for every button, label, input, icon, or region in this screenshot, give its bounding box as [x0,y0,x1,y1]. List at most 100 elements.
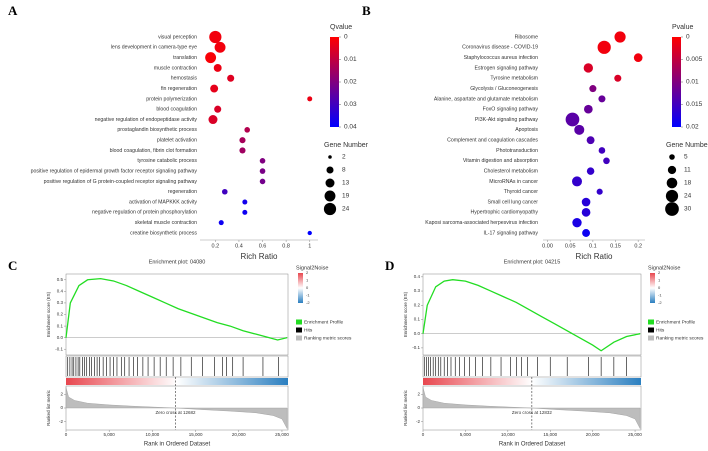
x-tick-label: 0.00 [542,243,553,249]
size-legend-mark [666,177,678,189]
bubble [259,157,266,164]
category-label: muscle contraction [154,65,197,71]
x-tick-label: 0.2 [212,243,220,249]
hits-frame [422,355,642,378]
colorbar [672,37,681,127]
size-legend-mark [326,166,334,174]
category-label: visual perception [158,34,197,40]
bubble [614,74,622,82]
category-label: FoxO signaling pathway [483,107,539,113]
bubble [572,218,582,228]
colorbar-tick-label: 2 [658,270,661,275]
size-legend-label: 2 [342,154,346,161]
zero-cross-label: Zero cross at 12682 [156,410,197,415]
bubble [242,199,248,205]
legend-swatch [296,335,302,341]
bubble [598,95,606,103]
hits-frame [65,355,289,378]
chart-title: Enrichment plot: 04215 [504,259,561,265]
size-legend-title: Gene Number [666,142,708,149]
size-legend-label: 24 [342,206,350,213]
size-legend-mark [328,155,332,159]
size-legend-label: 11 [684,167,691,174]
x-tick-label: 25,000 [628,432,642,437]
category-label: Staphylococcus aureus infection [464,55,539,61]
bubble [614,31,626,43]
colorbar-tick-label: 0 [306,285,309,290]
x-tick-label: 0.2 [634,243,642,249]
y-tick-label: 0.5 [57,277,64,282]
x-tick-label: 0.8 [282,243,290,249]
x-tick-label: 0.05 [565,243,576,249]
category-label: translation [173,55,197,61]
category-label: prostaglandin biosynthetic process [117,127,197,133]
bubble [598,147,606,154]
y-tick-label: 0.0 [57,335,64,340]
bubble [214,41,226,53]
category-label: Kaposi sarcoma-associated herpesvirus in… [425,220,538,226]
legend-label: Hits [656,327,665,333]
colorbar [298,273,303,303]
colorbar-tick-label: 0.02 [344,79,357,86]
category-label: MicroRNAs in cancer [489,179,538,185]
colorbar-tick-label: 0.03 [344,101,357,108]
size-legend-mark [669,154,675,160]
x-axis-label: Rank in Ordered Dataset [144,442,211,448]
y-tick-label: 0.1 [414,317,421,322]
category-label: Apoptosis [515,127,538,133]
bubble [205,52,217,64]
y-tick-label: 0.3 [414,288,421,293]
metric-y-tick-label: -2 [59,419,63,424]
colorbar-tick-label: -1 [306,293,310,298]
x-tick-label: 15,000 [543,432,557,437]
size-legend-label: 13 [342,180,350,187]
bubble [227,74,235,82]
bubble [582,229,591,237]
panel-letter: A [8,3,18,18]
category-label: Small cell lung cancer [488,199,539,205]
metric-y-axis-label: Ranked list metric [403,389,408,426]
bubble [259,178,266,185]
colorbar-title: Pvalue [672,24,694,31]
bubble [239,147,246,154]
y-tick-label: 0.1 [57,323,64,328]
x-tick-label: 0 [422,432,425,437]
size-legend-mark [324,190,336,202]
colorbar-tick-label: 0 [658,285,661,290]
category-label: IL-17 signaling pathway [483,230,538,236]
bubble [572,176,582,187]
colorbar-tick-label: 0.01 [344,56,357,63]
colorbar-tick-label: 0.01 [686,79,699,86]
category-label: creatine biosynthetic process [130,230,197,236]
x-tick-label: 20,000 [232,432,246,437]
category-label: Glycolysis / Gluconeogenesis [470,86,538,92]
colorbar-tick-label: 0 [344,34,348,41]
y-tick-label: 0.4 [57,289,64,294]
bubble [210,84,219,93]
bubble [633,53,643,62]
category-label: regeneration [168,189,197,195]
category-label: Coronavirus disease - COVID-19 [462,45,538,51]
category-label: Hypertrophic cardiomyopathy [471,210,539,216]
x-tick-label: 1 [308,243,311,249]
size-legend-title: Gene Number [324,142,369,149]
colorbar [330,37,339,127]
category-label: blood coagulation [156,107,197,113]
category-label: activation of MAPKKK activity [129,199,197,205]
legend-label: Enrichment Profile [304,319,344,325]
colorbar-title: Signal2Noise [648,265,680,271]
colorbar-tick-label: -2 [306,300,310,305]
colorbar-tick-label: -1 [658,293,662,298]
category-label: Ribosome [515,34,538,40]
metric-y-tick-label: 2 [417,391,420,396]
category-label: Phototransduction [496,148,538,154]
category-label: blood coagulation, fibrin clot formation [110,148,197,154]
panel-letter: D [385,258,394,273]
category-label: lens development in camera-type eye [111,45,197,51]
size-legend-mark [667,165,677,175]
size-legend-mark [665,202,679,216]
y-tick-label: 0.2 [57,312,64,317]
category-label: Alanine, aspartate and glutamate metabol… [434,96,538,102]
legend-label: Enrichment Profile [656,319,696,325]
